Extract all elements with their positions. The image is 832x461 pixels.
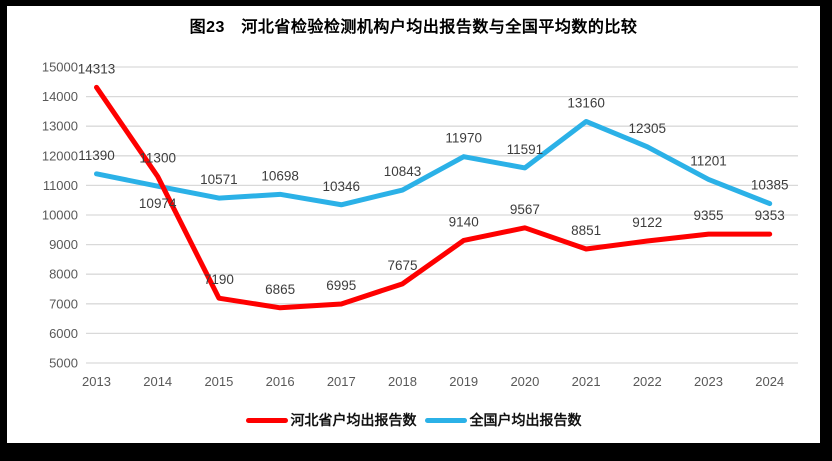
x-tick-label: 2024 [755, 374, 784, 389]
x-tick-label: 2023 [694, 374, 723, 389]
series-line-0 [94, 84, 773, 311]
legend: 河北省户均出报告数 全国户均出报告数 [7, 411, 820, 429]
y-tick-label: 14000 [42, 89, 78, 104]
data-label: 11970 [445, 131, 482, 146]
legend-item-national: 全国户均出报告数 [424, 411, 582, 429]
data-label: 9353 [755, 208, 785, 223]
data-label: 7675 [387, 258, 417, 273]
y-tick-label: 11000 [43, 178, 78, 193]
y-tick-label: 6000 [49, 326, 78, 341]
data-label: 10843 [384, 164, 422, 179]
legend-line-blue [424, 417, 467, 423]
y-tick-label: 9000 [49, 237, 78, 252]
data-label: 11591 [507, 142, 544, 157]
data-label: 11201 [690, 153, 727, 168]
data-label: 9355 [693, 208, 723, 223]
data-label: 10385 [751, 178, 789, 193]
data-label: 10346 [323, 179, 361, 194]
legend-item-hebei: 河北省户均出报告数 [245, 411, 417, 429]
data-label: 11300 [139, 151, 176, 166]
data-label: 14313 [78, 61, 116, 76]
data-label: 6865 [265, 282, 295, 297]
y-tick-label: 7000 [49, 296, 78, 311]
data-label: 6995 [326, 278, 356, 293]
data-label: 8851 [571, 223, 601, 238]
y-tick-label: 15000 [42, 60, 78, 75]
y-tick-label: 12000 [42, 148, 78, 163]
y-tick-label: 13000 [42, 119, 78, 134]
legend-label-hebei: 河北省户均出报告数 [290, 412, 417, 428]
data-label: 13160 [567, 95, 605, 110]
data-label: 9567 [510, 202, 540, 217]
y-tick-label: 5000 [49, 356, 78, 371]
x-tick-label: 2016 [266, 374, 295, 389]
x-tick-label: 2015 [204, 374, 233, 389]
data-label: 9122 [632, 215, 662, 230]
y-tick-label: 8000 [49, 267, 78, 282]
legend-line-red [245, 417, 288, 423]
x-tick-label: 2014 [143, 374, 172, 389]
data-label: 11390 [78, 148, 115, 163]
data-label: 7190 [204, 272, 234, 287]
x-tick-label: 2019 [449, 374, 478, 389]
x-tick-label: 2013 [82, 374, 111, 389]
line-chart: 5000 6000 7000 8000 9000 10000 11000 12000 13000… [42, 60, 798, 389]
x-tick-label: 2022 [633, 374, 662, 389]
chart-title: 图23 河北省检验检测机构户均出报告数与全国平均数的比较 [189, 19, 638, 36]
x-tick-label: 2018 [388, 374, 417, 389]
x-tick-label: 2021 [572, 374, 601, 389]
legend-label-national: 全国户均出报告数 [469, 412, 582, 428]
data-label: 10571 [200, 172, 238, 187]
series-line-1 [94, 118, 773, 208]
data-label: 9140 [449, 214, 479, 229]
x-tick-label: 2020 [510, 374, 539, 389]
data-label: 10974 [139, 196, 177, 211]
x-tick-label: 2017 [327, 374, 356, 389]
y-tick-label: 10000 [42, 208, 78, 223]
data-label: 10698 [261, 168, 299, 183]
data-label: 12305 [629, 121, 667, 136]
